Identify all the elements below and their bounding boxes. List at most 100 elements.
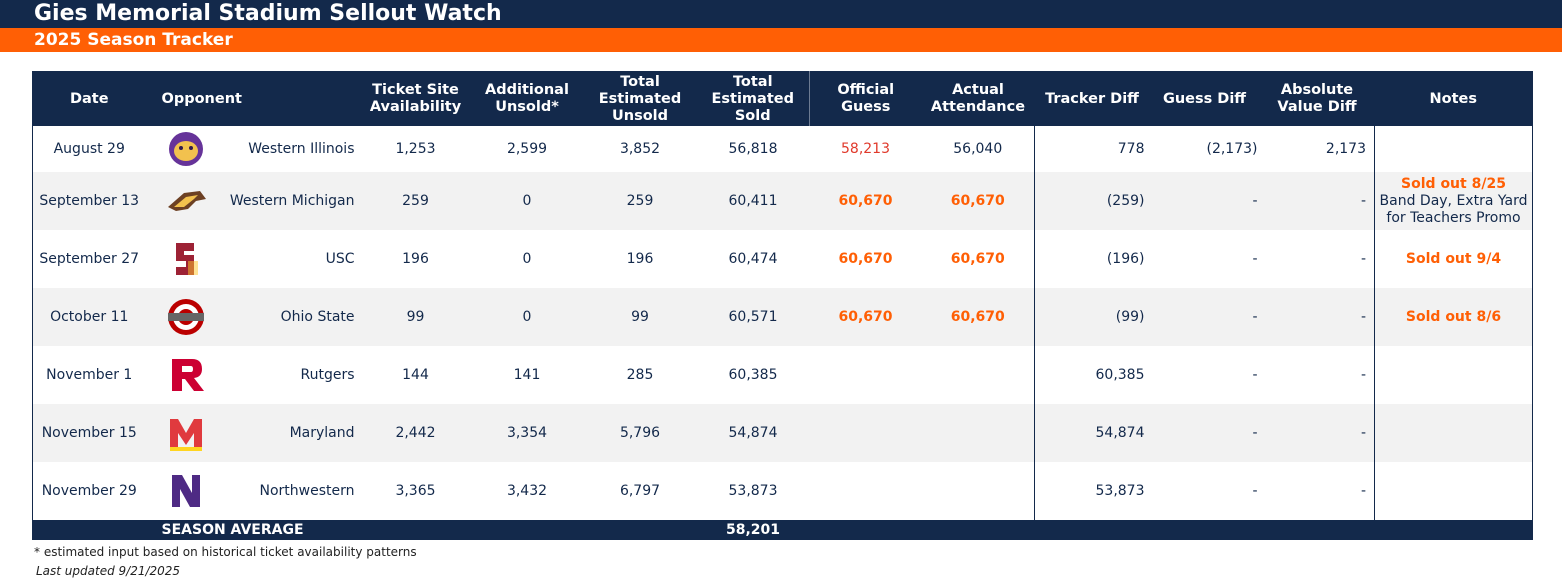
logo-cell bbox=[146, 462, 211, 520]
date-cell: November 15 bbox=[41, 425, 137, 441]
empty-cell bbox=[810, 462, 922, 520]
opponent-cell: USC bbox=[325, 251, 355, 267]
actual-cell: 60,670 bbox=[950, 251, 1005, 267]
team-logo bbox=[171, 475, 200, 507]
official-cell: 60,670 bbox=[838, 309, 893, 325]
ticket-site-cell: 144 bbox=[402, 367, 429, 383]
date-cell: November 29 bbox=[41, 483, 137, 499]
average-row: SEASON AVERAGE 58,201 bbox=[32, 520, 1533, 540]
logo-cell bbox=[146, 230, 211, 288]
empty-cell bbox=[922, 346, 1035, 404]
sold-cell: 53,873 bbox=[728, 483, 778, 499]
actual-cell: 60,670 bbox=[950, 309, 1005, 325]
tracker-cell: 778 bbox=[1034, 126, 1150, 172]
opponent-cell: Western Illinois bbox=[248, 141, 355, 157]
column-header: Absolute Value Diff bbox=[1259, 71, 1375, 126]
tracker-cell: (259) bbox=[1034, 172, 1150, 230]
sold-cell: 60,474 bbox=[728, 251, 778, 267]
date-cell: October 11 bbox=[50, 309, 129, 325]
header-row: Date Opponent Ticket Site Availability A… bbox=[32, 71, 1533, 126]
guess-diff-cell: (2,173) bbox=[1206, 141, 1258, 157]
abs-diff-cell: - bbox=[1360, 483, 1366, 499]
team-logo bbox=[175, 243, 198, 275]
ticket-site-cell: 3,365 bbox=[395, 483, 436, 499]
tracker-cell: 60,385 bbox=[1034, 346, 1150, 404]
additional-cell: 2,599 bbox=[506, 141, 548, 157]
table-head: Date Opponent Ticket Site Availability A… bbox=[32, 71, 1533, 126]
cell bbox=[32, 520, 146, 540]
ticket-site-cell: 2,442 bbox=[395, 425, 436, 441]
table-row: August 29 Western Illinois 1,253 2,599 3,852… bbox=[33, 126, 1533, 172]
official-cell: 60,670 bbox=[838, 251, 893, 267]
logo-cell bbox=[146, 126, 211, 172]
actual-cell: 60,670 bbox=[950, 193, 1005, 209]
team-logo bbox=[167, 191, 206, 211]
opponent-cell: Northwestern bbox=[259, 483, 355, 499]
column-header: Notes bbox=[1374, 71, 1533, 126]
date-cell: September 27 bbox=[39, 251, 140, 267]
abs-diff-cell: - bbox=[1360, 425, 1366, 441]
empty-cell bbox=[810, 404, 922, 462]
empty-cell bbox=[922, 462, 1035, 520]
additional-cell: 141 bbox=[513, 367, 541, 383]
average-label: SEASON AVERAGE bbox=[145, 520, 697, 540]
additional-cell: 0 bbox=[522, 309, 532, 325]
footnote: * estimated input based on historical ti… bbox=[34, 545, 417, 559]
empty-cell bbox=[810, 346, 922, 404]
column-header: Ticket Site Availability bbox=[360, 71, 471, 126]
table-row: September 27 USC 196 0 196 60,474 60,670 60,670… bbox=[33, 230, 1533, 288]
empty-cell bbox=[922, 404, 1035, 462]
abs-diff-cell: 2,173 bbox=[1325, 141, 1366, 157]
guess-diff-cell: - bbox=[1252, 483, 1258, 499]
notes-cell: Sold out 8/6 bbox=[1374, 288, 1533, 346]
unsold-cell: 6,797 bbox=[619, 483, 661, 499]
ticket-site-cell: 259 bbox=[402, 193, 429, 209]
team-logo bbox=[168, 132, 203, 166]
date-cell: September 13 bbox=[39, 193, 140, 209]
sold-cell: 60,411 bbox=[728, 193, 778, 209]
additional-cell: 3,432 bbox=[506, 483, 548, 499]
official-cell: 60,670 bbox=[838, 193, 893, 209]
table-row: September 13 Western Michigan 259 0 259 60,41… bbox=[32, 172, 1533, 230]
cell bbox=[809, 520, 1533, 540]
unsold-cell: 3,852 bbox=[619, 141, 661, 157]
sold-cell: 56,818 bbox=[728, 141, 778, 157]
sold-cell: 54,874 bbox=[728, 425, 778, 441]
note: Sold out 8/6 bbox=[1405, 308, 1502, 325]
guess-diff-cell: - bbox=[1252, 251, 1258, 267]
opponent-cell: Ohio State bbox=[280, 309, 355, 325]
notes-cell bbox=[1374, 404, 1533, 462]
actual-cell: 56,040 bbox=[953, 141, 1003, 157]
table-row: October 11 Ohio State 99 0 99 60,571 60,670 60,… bbox=[32, 288, 1533, 346]
column-header: Actual Attendance bbox=[921, 71, 1035, 126]
table-foot: SEASON AVERAGE 58,201 bbox=[32, 520, 1533, 540]
notes-cell: Sold out 8/25 Band Day, Extra Yard for Te… bbox=[1374, 172, 1533, 230]
guess-diff-cell: - bbox=[1252, 367, 1258, 383]
notes-cell bbox=[1374, 346, 1533, 404]
team-logo bbox=[167, 299, 204, 335]
additional-cell: 0 bbox=[522, 251, 532, 267]
column-header: Opponent bbox=[145, 71, 361, 126]
date-cell: November 1 bbox=[46, 367, 133, 383]
notes-cell: Sold out 9/4 bbox=[1374, 230, 1533, 288]
column-header: Official Guess bbox=[809, 71, 922, 126]
additional-cell: 0 bbox=[522, 193, 532, 209]
average-value: 58,201 bbox=[696, 520, 810, 540]
table-body: August 29 Western Illinois 1,253 2,599 3,852… bbox=[32, 126, 1533, 520]
guess-diff-cell: - bbox=[1252, 309, 1258, 325]
guess-diff-cell: - bbox=[1252, 193, 1258, 209]
notes-cell bbox=[1374, 462, 1533, 520]
note: Band Day, Extra Yard for Teachers Promo bbox=[1379, 192, 1528, 226]
ticket-site-cell: 99 bbox=[406, 309, 425, 325]
table-row: November 29 Northwestern 3,365 3,432 6,797 53… bbox=[33, 462, 1533, 520]
column-header: Date bbox=[32, 71, 146, 126]
unsold-cell: 285 bbox=[626, 367, 654, 383]
sold-cell: 60,385 bbox=[728, 367, 778, 383]
tracker-cell: 54,874 bbox=[1034, 404, 1150, 462]
note: Sold out 8/25 bbox=[1401, 175, 1506, 192]
column-header: Total Estimated Sold bbox=[696, 71, 810, 126]
ticket-site-cell: 1,253 bbox=[395, 141, 436, 157]
guess-diff-cell: - bbox=[1252, 425, 1258, 441]
abs-diff-cell: - bbox=[1360, 193, 1366, 209]
